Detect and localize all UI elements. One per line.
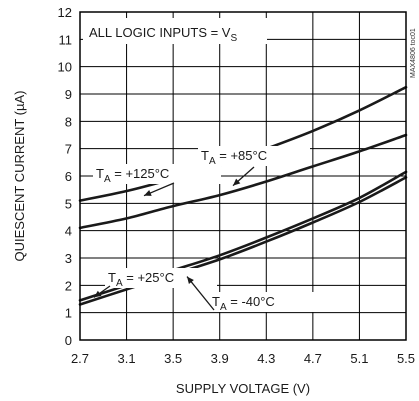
series-annotations: TA = +125°CTA = +85°CTA = +25°CTA = -40°…	[93, 146, 317, 313]
series-label-rest: = +125°C	[111, 166, 170, 181]
series-label-main: T	[201, 148, 209, 163]
series-label-3: TA = +25°C	[108, 270, 174, 289]
x-tick-label: 3.1	[118, 351, 136, 366]
y-tick-label: 3	[65, 251, 72, 266]
y-tick-label: 10	[58, 60, 72, 75]
series-label-4: TA = -40°C	[212, 294, 275, 313]
x-tick-label: 5.1	[350, 351, 368, 366]
series-label-sub: A	[220, 302, 227, 313]
leader-line	[186, 276, 215, 311]
series-label-main: T	[212, 294, 220, 309]
y-tick-label: 11	[59, 32, 73, 47]
annotation-background	[198, 146, 310, 166]
series-label-rest: = +25°C	[123, 270, 174, 285]
figure-code: MAX4806 toc01	[410, 28, 417, 78]
note-background	[83, 18, 267, 44]
series-label-rest: = -40°C	[227, 294, 275, 309]
plot-frame	[79, 11, 407, 341]
y-tick-label: 6	[65, 169, 72, 184]
y-tick-label: 7	[65, 142, 72, 157]
arrowhead	[144, 190, 152, 196]
y-axis-title: QUIESCENT CURRENT (µA)	[12, 91, 27, 262]
y-tick-label: 4	[65, 224, 72, 239]
x-tick-labels: 2.7 3.1 3.5 3.9 4.3 4.7 5.1 5.5	[71, 351, 415, 366]
series-label-main: T	[96, 166, 104, 181]
series-line-4	[78, 176, 408, 306]
series-label-sub: A	[209, 156, 216, 167]
annotation-background	[209, 292, 317, 312]
logic-inputs-note: ALL LOGIC INPUTS = VS	[89, 25, 237, 44]
x-tick-label: 3.5	[164, 351, 182, 366]
y-tick-label: 2	[65, 278, 72, 293]
y-tick-label: 8	[65, 114, 72, 129]
series-label-sub: A	[116, 278, 123, 289]
arrowhead	[94, 290, 102, 298]
y-tick-label: 5	[65, 196, 72, 211]
y-tick-label: 0	[65, 333, 72, 348]
series-label-2: TA = +85°C	[201, 148, 267, 167]
series-label-sub: A	[104, 174, 111, 185]
x-tick-label: 2.7	[71, 351, 89, 366]
arrowhead	[187, 276, 194, 285]
x-tick-label: 4.3	[257, 351, 275, 366]
x-tick-label: 5.5	[397, 351, 415, 366]
arrowhead	[233, 178, 241, 186]
y-tick-label: 9	[65, 87, 72, 102]
x-axis-title: SUPPLY VOLTAGE (V)	[176, 381, 310, 396]
y-tick-label: 1	[65, 306, 72, 321]
series-label-rest: = +85°C	[216, 148, 267, 163]
note-subscript: S	[230, 33, 237, 44]
y-tick-label: 12	[58, 5, 72, 20]
series-label-main: T	[108, 270, 116, 285]
x-tick-label: 4.7	[304, 351, 322, 366]
note-text: ALL LOGIC INPUTS = V	[89, 25, 231, 40]
annotation-background	[93, 164, 221, 184]
x-tick-label: 3.9	[211, 351, 229, 366]
series-line-2	[78, 133, 408, 230]
series-label-1: TA = +125°C	[96, 166, 169, 185]
